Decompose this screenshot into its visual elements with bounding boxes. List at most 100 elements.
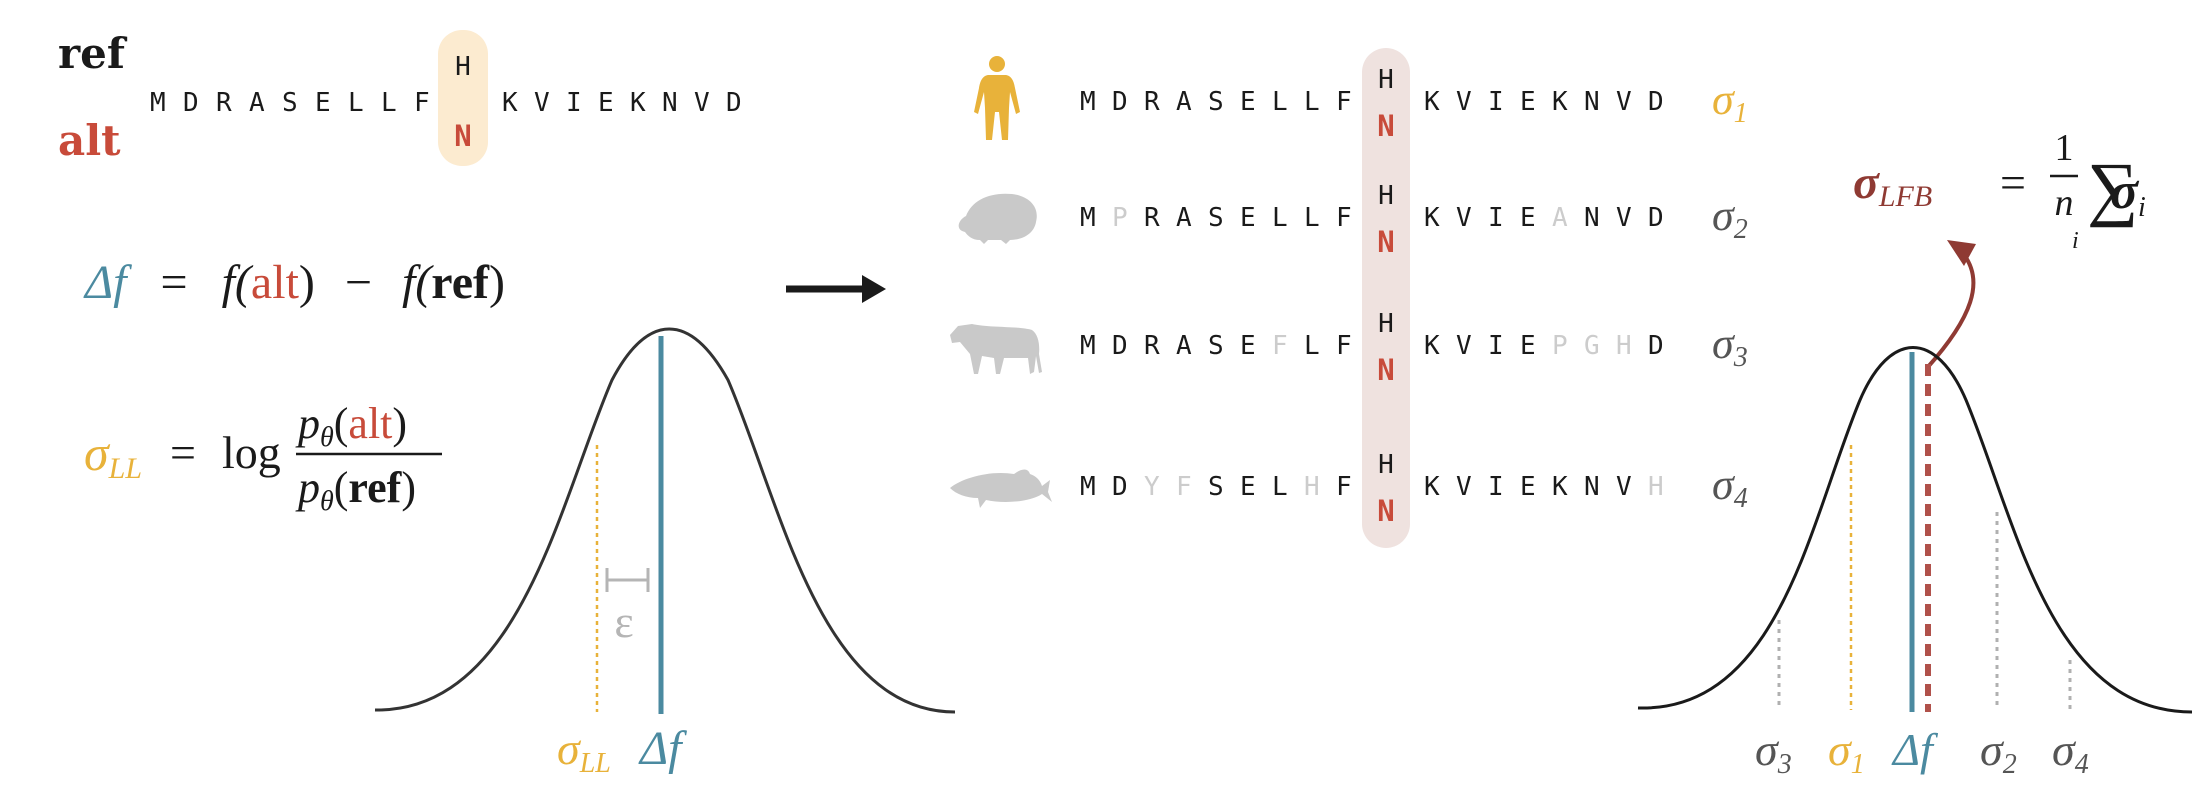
sigma-score-label: σ4 [1712,460,1748,514]
residue-letter: A [1552,203,1568,233]
residue-letter: F [414,88,430,118]
residue-letter: D [726,88,742,118]
delta-f-equation: Δf = f(alt) − f(ref) [83,256,505,309]
axis-sigma-ll: σ [557,723,582,774]
dolphin-icon [950,469,1052,508]
residue-letter: V [694,88,710,118]
residue-letter: K [502,88,518,118]
residue-letter: L [1272,87,1288,117]
residue-letter: N [1584,87,1600,117]
residue-letter: L [381,88,397,118]
residue-letter: M [1080,331,1096,361]
right-axis-labels: σ3 σ1 Δf σ2 σ4 [1755,724,2089,780]
denominator-open: ( [334,463,349,512]
axis-label-symbol: σ [1755,724,1780,775]
residue-letter: K [1552,87,1568,117]
axis-label: σ3 [1755,724,1792,780]
equals-sign-ll: = [170,427,196,478]
residue-letter: V [1616,87,1632,117]
denominator-p: p [295,463,320,512]
residue-letter: F [1336,203,1352,233]
residue-letter: N [1584,203,1600,233]
svg-text:Δf = f(alt): Δf = f(alt) − f(ref) [83,256,505,309]
residue-letter: V [1456,203,1472,233]
axis-label-symbol: σ [1980,724,2005,775]
ref-label: ref [58,29,128,78]
residue-letter: K [630,88,646,118]
sigma-score-label: σ1 [1712,75,1748,129]
residue-letter: E [1520,87,1536,117]
lfb-numerator: 1 [2055,127,2074,169]
axis-label: σ2 [1980,724,2017,780]
denominator-theta: θ [320,486,334,517]
residue-letter: E [315,88,331,118]
axis-sigma-ll-sub: LL [579,748,611,779]
numerator-theta: θ [320,422,334,453]
residue-letter: A [1176,203,1192,233]
residue-letter: K [1424,331,1440,361]
residue-letter: F [1272,331,1288,361]
residue-letter: G [1584,331,1600,361]
variant-ref-letter: H [1378,450,1394,480]
residue-letter: P [1112,203,1128,233]
denominator-close: ) [401,463,416,512]
residue-letter: S [1208,87,1224,117]
residue-letter: L [1272,203,1288,233]
residue-letter: E [1240,331,1256,361]
axis-label-subscript: 3 [1777,749,1792,780]
residue-letter: F [1336,87,1352,117]
sigma-subscript: 2 [1734,214,1748,245]
sigma-symbol: σ [1712,75,1736,124]
residue-letter: S [282,88,298,118]
residue-letter: D [1112,87,1128,117]
variant-ref-letter: H [1378,309,1394,339]
residue-letter: H [1648,472,1664,502]
residue-letter: F [1336,331,1352,361]
residue-letter: E [1520,203,1536,233]
close-1: ) [299,256,315,309]
sigma-score-label: σ2 [1712,191,1748,245]
sigma-lfb-equation: σLFB = 1 n ∑ i σi [1853,127,2146,254]
sigma-symbol: σ [1712,191,1736,240]
residue-letter: E [1240,203,1256,233]
axis-label: Δf [1891,724,1939,775]
sigma-subscript: 3 [1733,342,1748,373]
sigma-ll-symbol: σ [84,425,111,481]
residue-letter: I [566,88,582,118]
residue-letter: I [1488,203,1504,233]
variant-alt-letter: N [1377,353,1394,387]
close-2: ) [489,256,505,309]
residue-letter: E [1240,87,1256,117]
residue-letter: I [1488,87,1504,117]
axis-label-subscript: 4 [2075,749,2089,780]
sigma-i-sub: i [2138,192,2146,223]
residue-letter: E [1520,472,1536,502]
residue-letter: D [1112,472,1128,502]
residue-letter: K [1424,203,1440,233]
variant-alt-letter: N [1377,225,1394,259]
delta-f-symbol: Δf [83,256,132,309]
axis-label: σ1 [1828,724,1865,780]
variant-alt-letter: N [1377,494,1394,528]
epsilon-bracket [605,568,650,592]
svg-text:σLL: σLL [557,723,611,779]
sigma-ll-subscript: LL [108,452,142,485]
alt-label: alt [58,116,121,165]
residue-letter: S [1208,203,1224,233]
numerator-open: ( [334,399,349,448]
cow-icon [950,324,1042,374]
axis-delta-f: Δf [638,722,687,775]
residue-letter: A [249,88,265,118]
residue-letter: D [1648,331,1664,361]
residue-letter: R [1144,331,1160,361]
residue-letter: M [1080,203,1096,233]
residue-letter: V [1616,472,1632,502]
residue-letter: N [1584,472,1600,502]
axis-label-symbol: Δf [1891,724,1939,775]
sigma-subscript: 1 [1734,98,1748,129]
residue-letter: V [1456,87,1472,117]
